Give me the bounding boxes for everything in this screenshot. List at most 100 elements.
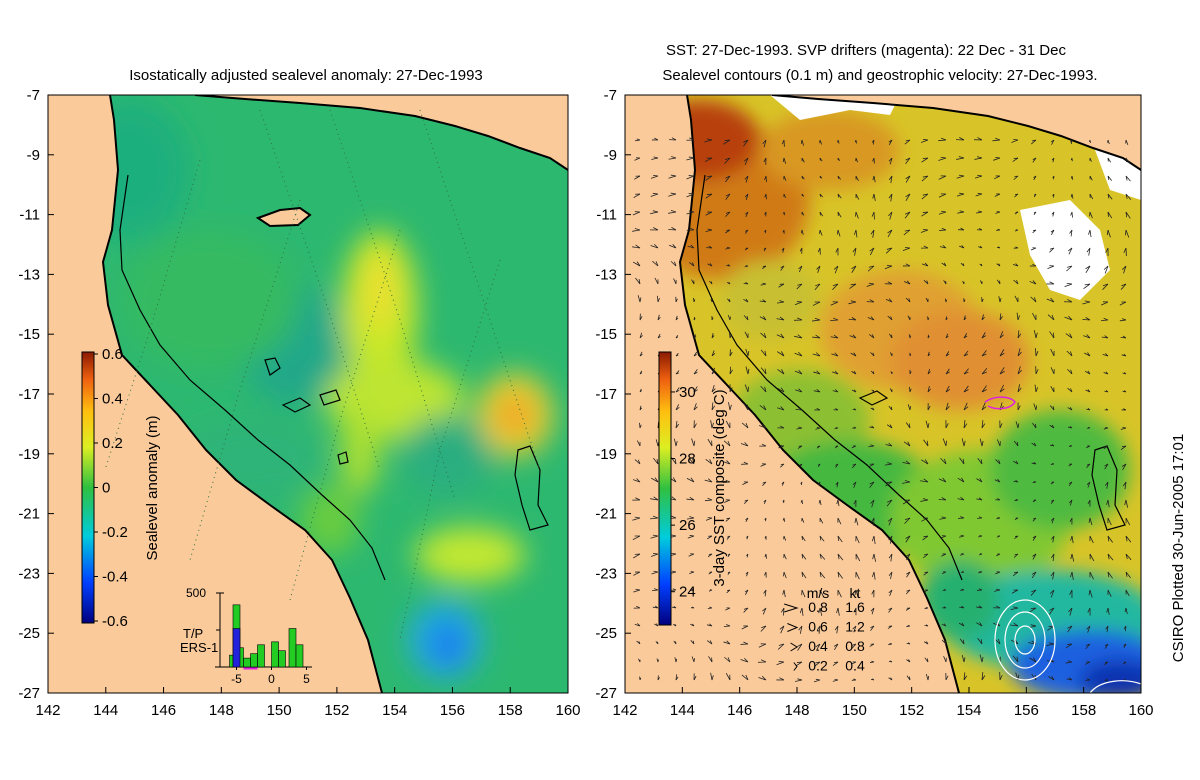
velocity-vector	[1011, 589, 1019, 594]
velocity-vector	[1013, 246, 1019, 249]
velocity-vector	[1013, 175, 1019, 180]
velocity-vector	[1089, 175, 1093, 181]
velocity-vector	[999, 420, 1003, 429]
velocity-vector	[837, 139, 840, 144]
velocity-vector	[1070, 553, 1075, 562]
velocity-vector	[744, 265, 749, 268]
right-x-tick-label: 154	[956, 702, 981, 719]
velocity-vector	[887, 315, 893, 321]
histogram-bar	[250, 653, 258, 668]
velocity-vector	[981, 350, 987, 357]
velocity-vector	[689, 571, 695, 575]
velocity-vector	[795, 388, 803, 393]
velocity-vector	[999, 671, 1003, 681]
velocity-vector	[723, 139, 731, 145]
velocity-vector	[1089, 553, 1095, 562]
velocity-vector	[673, 623, 677, 627]
velocity-vector	[960, 588, 965, 591]
velocity-vector	[981, 672, 986, 681]
velocity-vector	[851, 643, 857, 649]
velocity-vector	[815, 643, 821, 651]
velocity-vector	[675, 334, 679, 339]
velocity-vector	[1089, 211, 1093, 219]
velocity-vector	[650, 210, 659, 215]
velocity-vector	[634, 623, 641, 627]
velocity-vector	[726, 535, 731, 540]
velocity-vector	[687, 535, 695, 539]
velocity-vector	[956, 137, 965, 141]
velocity-vector	[780, 463, 785, 468]
velocity-vector	[923, 571, 929, 576]
velocity-vector	[1089, 571, 1094, 580]
velocity-vector	[782, 517, 786, 522]
left-x-tick-label: 150	[267, 702, 292, 719]
velocity-vector	[853, 229, 858, 238]
velocity-vector	[976, 210, 983, 214]
velocity-vector	[639, 388, 642, 393]
velocity-vector	[905, 535, 911, 543]
velocity-vector	[763, 589, 767, 597]
velocity-vector	[783, 553, 787, 560]
velocity-vector	[633, 588, 641, 593]
velocity-vector	[729, 366, 733, 375]
velocity-vector	[705, 193, 713, 199]
velocity-vector	[866, 282, 875, 287]
histogram-bar	[288, 628, 297, 668]
velocity-vector	[870, 229, 875, 238]
velocity-vector	[800, 499, 803, 505]
velocity-vector	[978, 245, 983, 249]
velocity-vector	[764, 229, 767, 234]
velocity-vector	[837, 589, 842, 598]
velocity-vector	[801, 157, 805, 163]
velocity-vector	[1032, 553, 1037, 560]
velocity-vector	[924, 607, 929, 610]
velocity-vector	[905, 193, 911, 201]
velocity-vector	[1033, 403, 1037, 411]
coastlines	[101, 95, 568, 693]
velocity-vector	[690, 588, 695, 592]
velocity-vector	[1125, 535, 1132, 543]
histogram-x-tick-label: 0	[268, 672, 275, 686]
velocity-vector	[794, 301, 803, 306]
velocity-vector	[711, 350, 716, 357]
velocity-vector	[657, 314, 661, 321]
velocity-vector	[726, 264, 731, 267]
velocity-vector	[1011, 139, 1019, 143]
velocity-vector	[760, 367, 767, 375]
velocity-vector	[925, 420, 930, 429]
velocity-vector	[1068, 463, 1073, 467]
velocity-vector	[1125, 193, 1132, 200]
velocity-vector	[693, 369, 698, 375]
velocity-vector	[1070, 139, 1073, 145]
histogram-x-ticks: -5 0 5	[231, 667, 310, 686]
velocity-vector	[724, 499, 731, 503]
velocity-vector	[999, 349, 1005, 357]
velocity-vector	[963, 420, 968, 429]
left-title: Isostatically adjusted sealevel anomaly:…	[129, 67, 483, 84]
velocity-vector	[938, 137, 947, 142]
velocity-vector	[650, 174, 659, 179]
velocity-vector	[866, 299, 875, 303]
left-x-tick-label: 144	[93, 702, 118, 719]
right-subtitle: Sealevel contours (0.1 m) and geostrophi…	[662, 67, 1097, 84]
velocity-vector	[1123, 643, 1127, 648]
velocity-vector	[743, 607, 749, 613]
velocity-vector	[890, 371, 893, 375]
velocity-vector	[632, 244, 641, 249]
velocity-vector	[744, 211, 749, 218]
velocity-vector	[1013, 440, 1019, 447]
left-y-tick-label: -23	[18, 565, 40, 582]
velocity-vector	[675, 315, 679, 321]
left-y-tick-label: -11	[19, 207, 40, 224]
sealevel-colorbar-ramp	[81, 351, 95, 624]
velocity-vector	[800, 229, 804, 235]
velocity-vector	[855, 535, 860, 544]
left-x-tick-label: 152	[324, 702, 349, 719]
velocity-vector	[1068, 481, 1073, 487]
velocity-vector	[996, 228, 1001, 231]
velocity-vector	[995, 571, 1001, 575]
velocity-vector	[1070, 157, 1073, 162]
velocity-vector	[783, 175, 787, 181]
left-y-tick-label: -25	[18, 625, 40, 642]
velocity-vector	[905, 422, 911, 429]
